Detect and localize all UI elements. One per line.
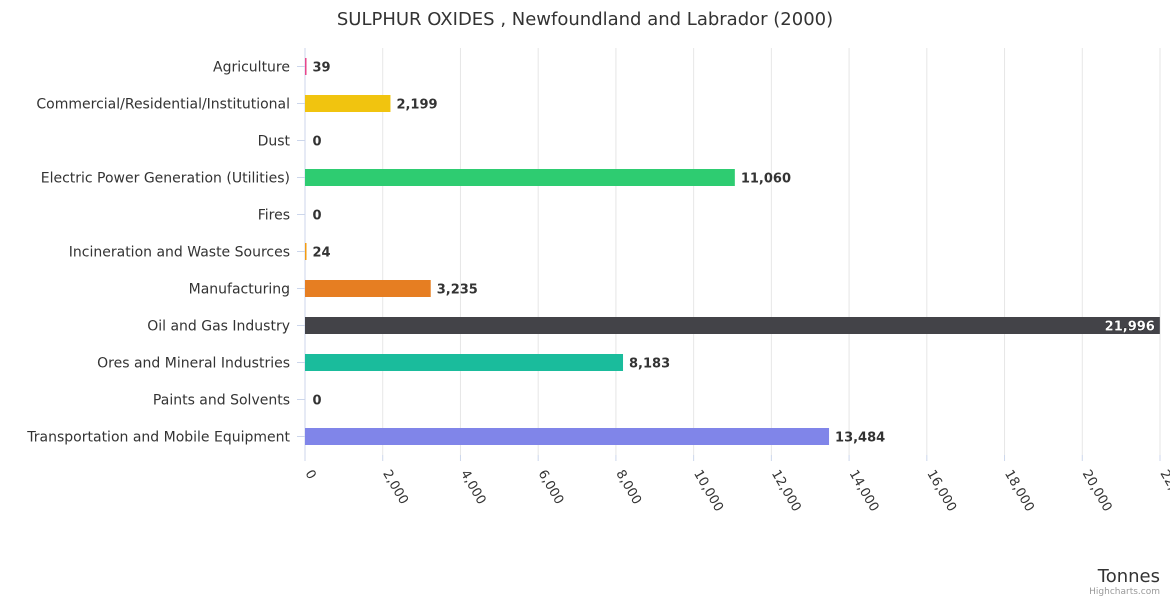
tick-label: 10,000 <box>690 468 726 515</box>
tick-label: 18,000 <box>1001 468 1037 515</box>
category-label: Ores and Mineral Industries <box>97 356 290 372</box>
tick-label: 6,000 <box>535 468 567 508</box>
category-label: Manufacturing <box>189 282 290 298</box>
x-axis-ticks: 0 2,000 4,000 6,000 8,000 10,000 12,000 14,000 1… <box>302 455 1170 514</box>
data-label: 3,235 <box>437 283 478 298</box>
data-label: 39 <box>313 61 331 76</box>
category-label: Oil and Gas Industry <box>147 319 290 335</box>
bar[interactable] <box>305 95 391 112</box>
category-label: Incineration and Waste Sources <box>69 245 290 261</box>
tick-label: 16,000 <box>923 468 959 515</box>
category-label: Commercial/Residential/Institutional <box>36 97 290 113</box>
tick-label: 4,000 <box>457 468 489 508</box>
chart-title: SULPHUR OXIDES , Newfoundland and Labrad… <box>337 9 833 30</box>
bar[interactable] <box>305 354 624 371</box>
data-label: 11,060 <box>741 172 791 187</box>
data-label: 0 <box>313 135 322 150</box>
category-label: Paints and Solvents <box>153 393 290 409</box>
bar[interactable] <box>305 169 735 186</box>
data-label: 8,183 <box>629 357 670 372</box>
data-label: 24 <box>313 246 331 261</box>
data-labels: 39 2,199 0 11,060 0 24 3,235 21,996 8,183 0 13,484 <box>313 61 1156 446</box>
bar[interactable] <box>305 58 307 75</box>
tick-label: 20,000 <box>1079 468 1115 515</box>
category-label: Transportation and Mobile Equipment <box>26 430 290 446</box>
tick-label: 8,000 <box>612 468 644 508</box>
tick-label: 12,000 <box>768 468 804 515</box>
tick-label: 0 <box>302 468 319 483</box>
bars <box>305 58 1160 445</box>
category-label: Fires <box>258 208 290 224</box>
data-label: 13,484 <box>835 431 885 446</box>
bar[interactable] <box>305 280 431 297</box>
category-label: Dust <box>258 134 291 150</box>
bar[interactable] <box>305 317 1160 334</box>
credits-link[interactable]: Highcharts.com <box>1089 587 1160 597</box>
tick-label: 2,000 <box>379 468 411 508</box>
category-labels: Agriculture Commercial/Residential/Instit… <box>26 60 305 446</box>
data-label: 0 <box>313 394 322 409</box>
grid-lines <box>304 48 1161 455</box>
category-label: Agriculture <box>213 60 290 76</box>
bar[interactable] <box>305 428 830 445</box>
data-label: 2,199 <box>396 98 437 113</box>
tick-label: 22,000 <box>1157 468 1170 515</box>
bar[interactable] <box>305 243 307 260</box>
data-label: 0 <box>313 209 322 224</box>
value-axis-title: Tonnes <box>1097 566 1160 587</box>
category-label: Electric Power Generation (Utilities) <box>41 171 290 187</box>
data-label: 21,996 <box>1105 320 1155 335</box>
tick-label: 14,000 <box>846 468 882 515</box>
